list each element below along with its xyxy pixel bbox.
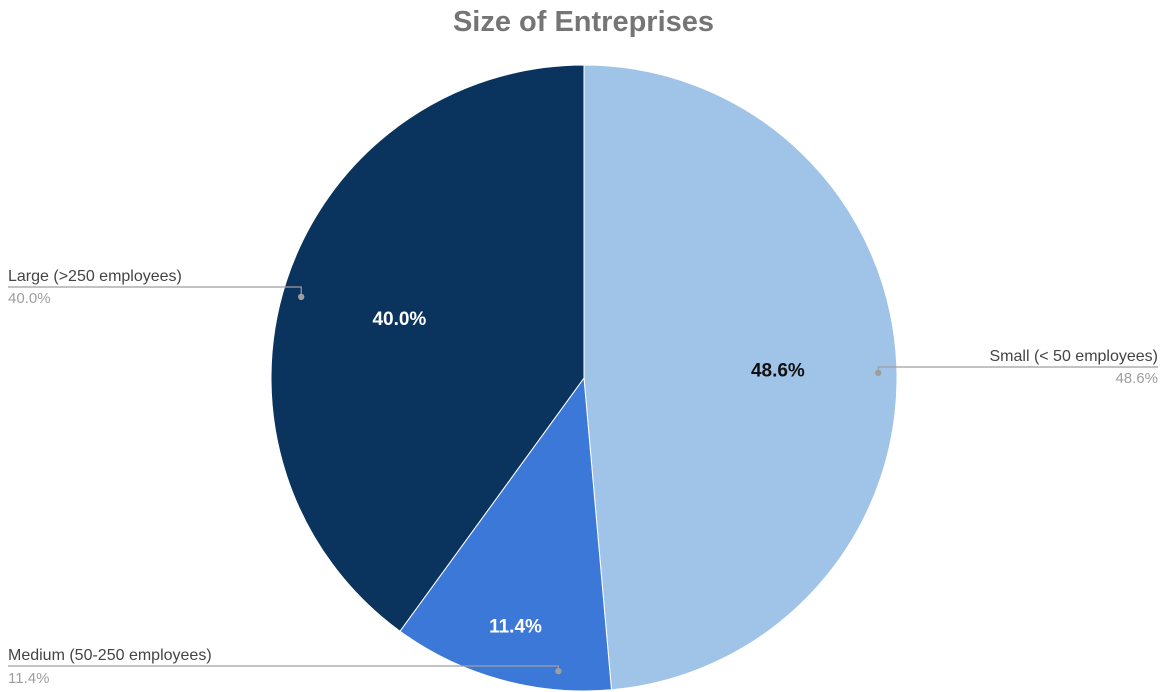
callout-line xyxy=(8,286,302,297)
callout-percent: 11.4% xyxy=(8,670,49,687)
pie-slice-medium-50-250-employees xyxy=(399,376,613,692)
slice-value-label: 48.6% xyxy=(751,361,805,382)
callout-dot xyxy=(298,293,305,301)
callout-dot xyxy=(555,667,562,675)
callout-dot xyxy=(875,369,882,377)
pie-slice-large-250-employees xyxy=(270,64,585,632)
callout-name-large-250-employees: Large (>250 employees) xyxy=(8,268,182,285)
slice-value-label: 11.4% xyxy=(489,616,542,637)
pie-slice-small-50-employees xyxy=(583,64,898,691)
callout-name-medium-50-250-employees: Medium (50-250 employees) xyxy=(8,647,212,664)
slice-value-label: 40.0% xyxy=(372,309,426,330)
callout-percent: 40.0% xyxy=(8,290,51,307)
callout-percent: 48.6% xyxy=(1115,370,1158,387)
chart-title: Size of Entreprises xyxy=(452,6,715,38)
callout-name-small-50-employees: Small (< 50 employees) xyxy=(989,348,1158,365)
